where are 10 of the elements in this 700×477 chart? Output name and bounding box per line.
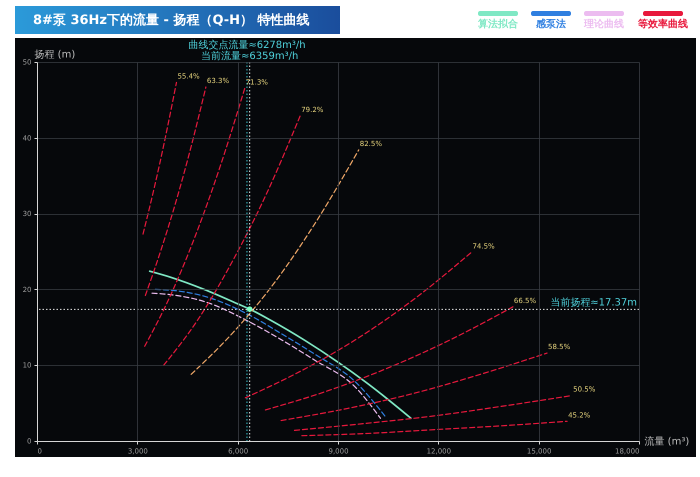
legend-label: 理论曲线 [583,18,624,30]
legend-label: 感泵法 [535,18,566,30]
y-axis-title: 扬程 (m) [34,48,76,60]
ref-line-label: 当前扬程≈17.37m [550,296,637,308]
x-axis-title: 流量 (m³) [644,436,690,448]
chart-title: 8#泵 36Hz下的流量 - 扬程（Q-H） 特性曲线 [33,12,310,28]
ref-line-label: 当前流量≈6359m³/h [201,50,298,62]
legend-label: 等效率曲线 [637,18,688,30]
ref-line-label: 曲线交点流量≈6278m³/h [188,39,306,51]
legend-label: 算法拟合 [477,18,519,30]
